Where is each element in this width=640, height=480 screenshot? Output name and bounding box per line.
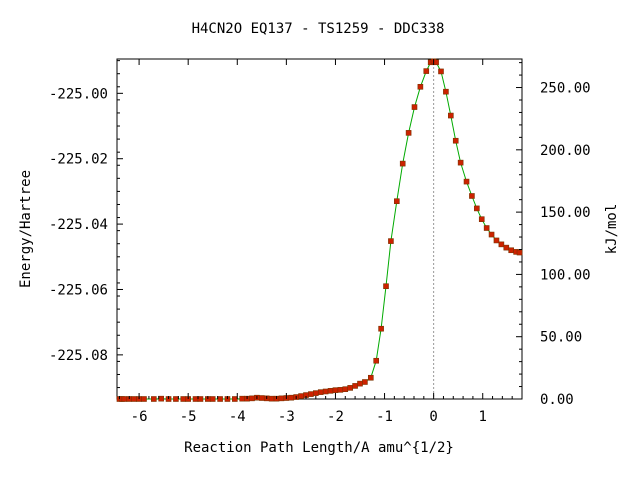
data-point bbox=[448, 112, 454, 119]
data-point bbox=[443, 88, 449, 95]
data-point bbox=[308, 391, 314, 397]
x-tick-label: 0 bbox=[429, 409, 437, 425]
plot-frame bbox=[116, 58, 523, 400]
y-axis-left: -225.00 -225.02 -225.04 -225.06 -225.08 bbox=[49, 60, 123, 389]
data-point bbox=[332, 387, 339, 393]
data-point bbox=[217, 396, 223, 402]
data-point bbox=[508, 247, 515, 254]
data-point bbox=[373, 357, 380, 364]
data-point bbox=[463, 178, 470, 185]
data-point bbox=[347, 385, 353, 391]
data-point bbox=[488, 231, 495, 238]
data-point bbox=[322, 388, 329, 395]
y2-tick-label: 200.00 bbox=[540, 143, 591, 159]
x-axis-label: Reaction Path Length/A amu^{1/2} bbox=[184, 440, 454, 456]
x-tick-label: -4 bbox=[229, 409, 246, 425]
data-point bbox=[367, 374, 374, 381]
data-point bbox=[469, 193, 475, 199]
data-point bbox=[433, 59, 439, 66]
data-point bbox=[516, 249, 523, 256]
data-point bbox=[209, 396, 216, 402]
data-point bbox=[394, 198, 400, 205]
data-point bbox=[342, 386, 349, 392]
y2-tick-label: 250.00 bbox=[540, 81, 591, 97]
data-point bbox=[192, 396, 199, 402]
data-point bbox=[383, 283, 389, 290]
data-point bbox=[173, 396, 179, 402]
data-point bbox=[298, 393, 304, 399]
data-point bbox=[278, 395, 285, 402]
data-point bbox=[357, 380, 363, 387]
data-point bbox=[197, 396, 204, 402]
data-point bbox=[423, 68, 430, 74]
data-point bbox=[259, 395, 265, 401]
data-point bbox=[362, 379, 368, 385]
data-point bbox=[405, 130, 412, 136]
data-point bbox=[474, 205, 480, 212]
x-tick-label: -5 bbox=[180, 409, 197, 425]
data-point bbox=[151, 396, 157, 402]
data-point bbox=[483, 225, 490, 231]
y-axis-label: Energy/Hartree bbox=[18, 170, 34, 288]
data-point bbox=[239, 395, 245, 402]
y2-axis-label: kJ/mol bbox=[604, 204, 620, 255]
data-point bbox=[378, 325, 384, 332]
y-axis-right: 0.00 50.00 100.00 150.00 200.00 250.00 bbox=[516, 62, 591, 408]
y2-tick-label: 0.00 bbox=[540, 392, 574, 408]
data-point bbox=[352, 383, 358, 389]
data-point bbox=[388, 238, 394, 244]
data-point bbox=[498, 241, 505, 248]
data-point bbox=[411, 104, 418, 110]
y-tick-label: -225.00 bbox=[49, 86, 108, 102]
data-point bbox=[232, 396, 238, 402]
data-point bbox=[313, 390, 319, 396]
y2-tick-label: 150.00 bbox=[540, 205, 591, 221]
data-point bbox=[503, 244, 510, 251]
data-point bbox=[249, 395, 255, 402]
x-axis: -6 -5 -4 -3 -2 -1 0 1 bbox=[118, 59, 513, 425]
y-tick-label: -225.08 bbox=[49, 348, 108, 364]
x-tick-label: -3 bbox=[278, 409, 295, 425]
data-point bbox=[131, 396, 137, 402]
data-point bbox=[457, 159, 464, 166]
data-point bbox=[399, 160, 406, 167]
chart-title: H4CN2O EQ137 - TS1259 - DDC338 bbox=[192, 21, 445, 37]
y-tick-label: -225.06 bbox=[49, 282, 108, 298]
y-tick-label: -225.04 bbox=[49, 217, 108, 233]
data-point bbox=[268, 395, 275, 402]
x-tick-label: -1 bbox=[376, 409, 393, 425]
data-point bbox=[141, 396, 147, 402]
y-tick-label: -225.02 bbox=[49, 152, 108, 168]
y2-tick-label: 100.00 bbox=[540, 267, 591, 283]
data-point bbox=[180, 396, 187, 402]
x-tick-label: -6 bbox=[131, 409, 148, 425]
data-point bbox=[288, 394, 295, 401]
x-tick-label: 1 bbox=[479, 409, 487, 425]
data-point bbox=[121, 396, 128, 402]
data-point bbox=[478, 216, 485, 222]
data-point bbox=[452, 137, 459, 144]
data-point bbox=[417, 83, 424, 90]
data-point bbox=[337, 387, 344, 393]
data-point bbox=[327, 388, 334, 394]
data-point bbox=[438, 68, 444, 75]
data-point bbox=[317, 389, 324, 395]
x-tick-label: -2 bbox=[327, 409, 344, 425]
data-point bbox=[493, 237, 500, 244]
y2-tick-label: 50.00 bbox=[540, 330, 582, 346]
data-point bbox=[158, 395, 164, 402]
